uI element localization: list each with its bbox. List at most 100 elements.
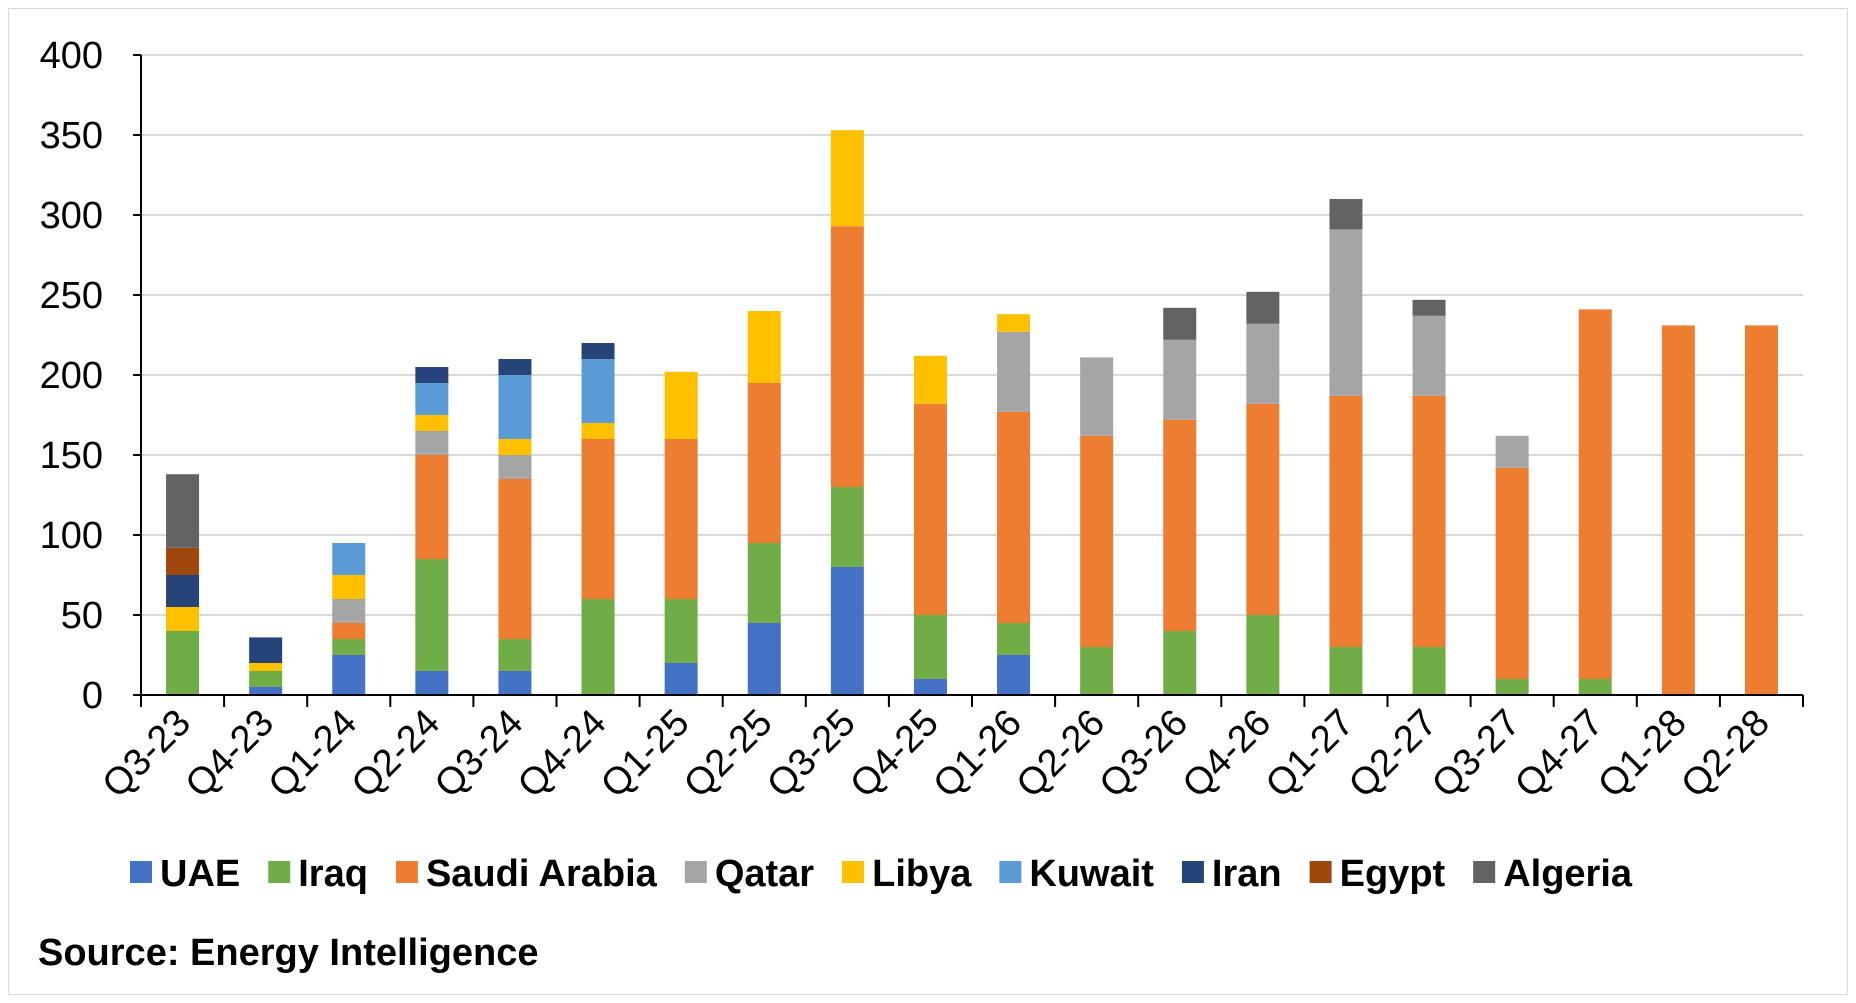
- y-tick-label: 250: [40, 275, 103, 317]
- y-tick-label: 400: [40, 35, 103, 77]
- legend-label: UAE: [160, 853, 240, 895]
- legend-swatch-iraq: [268, 861, 291, 883]
- bar-segment-q4-24-iran: [581, 343, 615, 359]
- bar-segment-q3-25-iraq: [830, 487, 864, 567]
- bar-segment-q1-24-kuwait: [332, 543, 366, 575]
- legend-swatch-egypt: [1309, 861, 1332, 883]
- bar-segment-q2-25-saudi-arabia: [747, 383, 781, 543]
- y-tick-label: 0: [82, 675, 103, 717]
- y-tick-label: 200: [40, 355, 103, 397]
- bar-segment-q3-24-saudi-arabia: [498, 479, 532, 639]
- bar-segment-q3-24-iran: [498, 359, 532, 375]
- bar-segment-q1-24-saudi-arabia: [332, 623, 366, 639]
- y-tick-label: 350: [40, 115, 103, 157]
- x-tick-label: Q4-27: [1507, 702, 1611, 806]
- bar-segment-q4-25-saudi-arabia: [913, 403, 947, 615]
- legend: UAE Iraq Saudi Arabia Qatar Libya Kuwait Iran E…: [130, 853, 1633, 895]
- bar-segment-q1-27-algeria: [1329, 199, 1363, 230]
- bar-segment-q3-25-uae: [830, 567, 864, 695]
- legend-swatch-algeria: [1473, 861, 1496, 883]
- chart-frame: [8, 8, 1848, 995]
- x-tick-label: Q1-28: [1590, 702, 1694, 806]
- bar-segment-q3-24-uae: [498, 671, 532, 695]
- bar-segment-q4-23-libya: [249, 663, 283, 671]
- bar-segment-q2-26-qatar: [1080, 357, 1114, 436]
- x-tick-label: Q2-26: [1009, 702, 1113, 806]
- bar-segment-q4-24-libya: [581, 423, 615, 439]
- bar-segment-q1-27-qatar: [1329, 229, 1363, 396]
- bar-segment-q3-26-qatar: [1163, 339, 1197, 420]
- bar-segment-q2-24-uae: [415, 671, 449, 695]
- x-tick-label: Q2-28: [1673, 702, 1777, 806]
- bar-segment-q3-26-iraq: [1163, 631, 1197, 695]
- bar-segment-q2-27-qatar: [1412, 315, 1446, 396]
- x-tick-label: Q3-26: [1092, 702, 1196, 806]
- legend-label: Iraq: [298, 853, 368, 895]
- bar-segment-q4-24-iraq: [581, 599, 615, 695]
- x-tick-label: Q1-24: [261, 702, 365, 806]
- bar-segment-q3-24-kuwait: [498, 375, 532, 439]
- x-tick-label: Q4-25: [842, 702, 946, 806]
- bar-segment-q3-26-algeria: [1163, 307, 1197, 340]
- y-tick-label: 100: [40, 515, 103, 557]
- legend-swatch-iran: [1181, 861, 1204, 883]
- bar-segment-q2-28-saudi-arabia: [1744, 325, 1778, 695]
- bar-segment-q4-26-qatar: [1246, 323, 1280, 404]
- bar-segment-q2-24-qatar: [415, 431, 449, 455]
- bar-segment-q2-25-iraq: [747, 543, 781, 623]
- bar-segment-q1-25-uae: [664, 663, 698, 695]
- bar-segment-q2-26-saudi-arabia: [1080, 435, 1114, 647]
- x-tick-label: Q1-26: [926, 702, 1030, 806]
- bar-segment-q3-24-libya: [498, 439, 532, 455]
- bar-segment-q1-27-iraq: [1329, 647, 1363, 695]
- bar-segment-q1-24-qatar: [332, 599, 366, 623]
- bar-segment-q1-27-saudi-arabia: [1329, 395, 1363, 647]
- y-tick-label: 150: [40, 435, 103, 477]
- x-tick-label: Q2-24: [344, 702, 448, 806]
- bar-segment-q4-24-kuwait: [581, 359, 615, 423]
- x-tick-label: Q3-25: [759, 702, 863, 806]
- bar-segment-q4-25-iraq: [913, 615, 947, 679]
- bar-segment-q2-24-libya: [415, 415, 449, 431]
- x-tick-label: Q4-24: [510, 702, 614, 806]
- bar-segment-q3-23-iraq: [166, 631, 200, 695]
- bar-segment-q4-25-uae: [913, 679, 947, 695]
- bar-segment-q1-25-iraq: [664, 599, 698, 663]
- bar-segment-q1-24-uae: [332, 655, 366, 695]
- bar-segment-q1-26-libya: [997, 314, 1031, 332]
- legend-label: Libya: [872, 853, 972, 895]
- bar-segment-q3-24-qatar: [498, 455, 532, 479]
- axes: [133, 54, 1804, 707]
- bar-segment-q3-23-egypt: [166, 547, 200, 575]
- bar-segment-q2-27-iraq: [1412, 647, 1446, 695]
- bar-segment-q3-24-iraq: [498, 639, 532, 671]
- bar-segment-q4-24-saudi-arabia: [581, 439, 615, 599]
- bar-segment-q2-24-iraq: [415, 559, 449, 671]
- bar-segment-q2-24-saudi-arabia: [415, 455, 449, 559]
- bar-segment-q4-26-iraq: [1246, 615, 1280, 695]
- x-tick-label: Q2-27: [1341, 702, 1445, 806]
- y-tick-labels: 0 50 100 150 200 250 300 350 400: [40, 35, 103, 717]
- legend-swatch-uae: [130, 861, 152, 883]
- x-tick-label: Q4-26: [1175, 702, 1279, 806]
- gridlines: [141, 54, 1803, 616]
- x-tick-label: Q3-23: [95, 702, 199, 806]
- bar-segment-q2-25-libya: [747, 311, 781, 383]
- legend-label: Iran: [1212, 853, 1282, 895]
- legend-label: Kuwait: [1029, 853, 1154, 895]
- legend-label: Algeria: [1503, 853, 1633, 895]
- x-tick-label: Q1-27: [1258, 702, 1362, 806]
- bar-segment-q1-26-iraq: [997, 623, 1031, 655]
- bar-segment-q3-23-libya: [166, 607, 200, 631]
- bar-segment-q2-27-algeria: [1412, 299, 1446, 316]
- bar-segment-q1-25-saudi-arabia: [664, 439, 698, 599]
- bar-segment-q3-27-iraq: [1495, 679, 1529, 695]
- bar-segment-q1-26-qatar: [997, 331, 1031, 412]
- source-note: Source: Energy Intelligence: [38, 932, 539, 974]
- bar-segment-q1-26-uae: [997, 655, 1031, 695]
- bar-segment-q3-27-saudi-arabia: [1495, 467, 1529, 679]
- bar-segment-q1-25-libya: [664, 371, 698, 439]
- legend-swatch-qatar: [684, 861, 707, 883]
- bar-segment-q3-23-iran: [166, 575, 200, 607]
